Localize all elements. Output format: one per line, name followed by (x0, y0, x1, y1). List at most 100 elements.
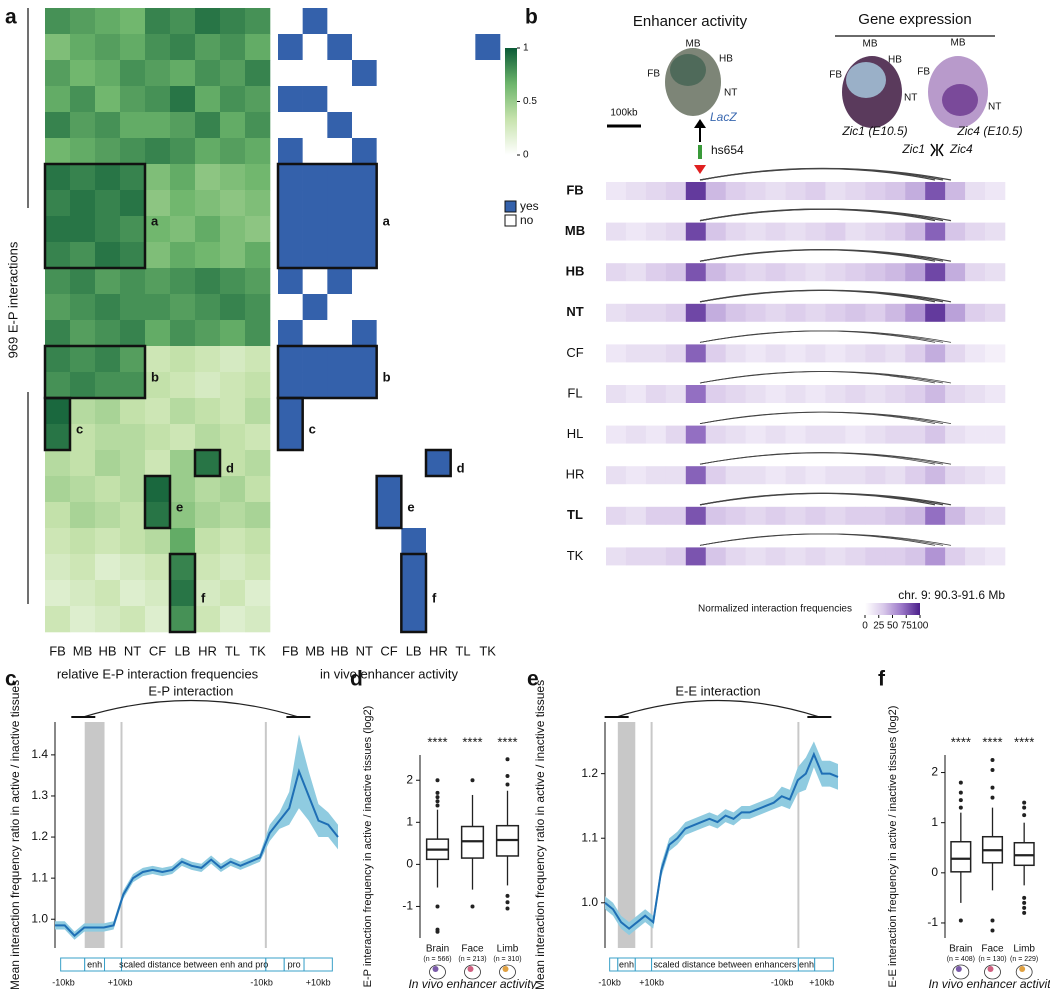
outlier (1022, 900, 1027, 905)
track-bin (645, 303, 667, 322)
heatmap-cell (352, 268, 377, 295)
heatmap-cell (45, 502, 71, 529)
track-bin (985, 425, 1006, 444)
heatmap-cell (70, 268, 96, 295)
heatmap-cell (220, 450, 246, 477)
track-bin (925, 466, 946, 485)
heatmap-cell (195, 268, 221, 295)
box-label: d (226, 460, 234, 475)
heatmap-cell (401, 398, 427, 425)
heatmap-cell (278, 112, 303, 139)
schematic-mark: +10kb (639, 977, 664, 987)
track-bin (905, 466, 926, 485)
embryo-stain (942, 84, 978, 116)
heatmap-cell (95, 268, 121, 295)
heatmap-cell (45, 398, 71, 425)
heatmap-cell (376, 450, 402, 477)
heatmap-cell (120, 34, 146, 61)
heatmap-cell (450, 580, 476, 607)
embryo-icon-stain (502, 966, 509, 972)
schematic-segment (609, 957, 619, 972)
track-bin (645, 344, 667, 363)
track-bin (825, 506, 846, 525)
track-bin (785, 344, 806, 363)
heatmap-cell (302, 372, 328, 399)
track-bin (705, 425, 726, 444)
heatmap-cell (426, 190, 451, 217)
mean-line (604, 751, 839, 930)
schematic-label: scaled distance between enh and pro (119, 959, 268, 969)
heatmap-cell (170, 320, 196, 347)
highlight-box (143, 474, 172, 530)
heatmap-cell (426, 268, 451, 295)
heatmap-cell (220, 476, 246, 503)
heatmap-cell (352, 346, 377, 373)
heatmap-cell (327, 164, 353, 191)
heatmap-cell (70, 294, 96, 321)
heatmap-cell (475, 320, 501, 347)
track-bin (845, 182, 866, 200)
track-bin (865, 385, 886, 403)
heatmap-cell (450, 8, 476, 35)
heatmap-cell (45, 216, 71, 243)
track-bin (985, 385, 1006, 403)
outlier (990, 918, 995, 923)
track-bin (665, 263, 687, 282)
heatmap-cell (170, 372, 196, 399)
track-bin (685, 425, 707, 444)
legend-swatch (504, 214, 517, 227)
mean-line (55, 768, 339, 938)
heatmap-cell (450, 424, 476, 451)
y-tick-label: 2 (406, 772, 413, 786)
track-label: FL (567, 385, 582, 400)
heatmap-cell (70, 450, 96, 477)
heatmap-cell (70, 112, 96, 139)
heatmap-cell (95, 138, 121, 165)
x-tick-label: LB (175, 643, 191, 658)
track-bin (905, 506, 926, 525)
heatmap-cell (195, 502, 221, 529)
heatmap-cell (302, 34, 328, 61)
track-bin (945, 182, 966, 200)
track-bin (685, 222, 707, 241)
heatmap-cell (220, 554, 246, 581)
heatmap-cell (95, 502, 121, 529)
heatmap-cell (245, 216, 271, 243)
heatmap-cell (475, 34, 501, 61)
track-bin (825, 547, 846, 566)
heatmap-cell (302, 502, 328, 529)
heatmap-cell (70, 346, 96, 373)
heatmap-cell (376, 8, 402, 35)
track-bin (745, 547, 766, 566)
y-tick-label: 1.1 (31, 870, 48, 884)
track-bin (685, 466, 707, 485)
schematic-segment (303, 957, 333, 972)
heatmap-cell (170, 528, 196, 555)
panel-letter: c (5, 668, 17, 691)
heatmap-cell (195, 138, 221, 165)
schematic-segment (60, 957, 86, 972)
heatmap-cell (145, 112, 171, 139)
heatmap-cell (220, 60, 246, 87)
heatmap-cell (120, 554, 146, 581)
track-bin (965, 222, 986, 241)
heatmap-cell (245, 580, 271, 607)
heatmap-cell (245, 476, 271, 503)
track-bin (845, 547, 866, 566)
schematic-mark: +10kb (809, 977, 834, 987)
heatmap-cell (352, 320, 377, 347)
track-bin (825, 466, 846, 485)
schematic-segment (634, 957, 653, 972)
heatmap-cell (450, 138, 476, 165)
track-bin (725, 547, 746, 566)
heatmap-cell (450, 606, 476, 633)
heatmap-cell (45, 476, 71, 503)
highlight-box (43, 344, 147, 400)
track-bin (705, 466, 726, 485)
heatmap-cell (327, 268, 353, 295)
caption: LacZ (710, 110, 737, 124)
heatmap-cell (401, 346, 427, 373)
heatmap-cell (278, 216, 303, 243)
heatmap-cell (352, 112, 377, 139)
y-tick-label: 1.1 (581, 830, 598, 844)
